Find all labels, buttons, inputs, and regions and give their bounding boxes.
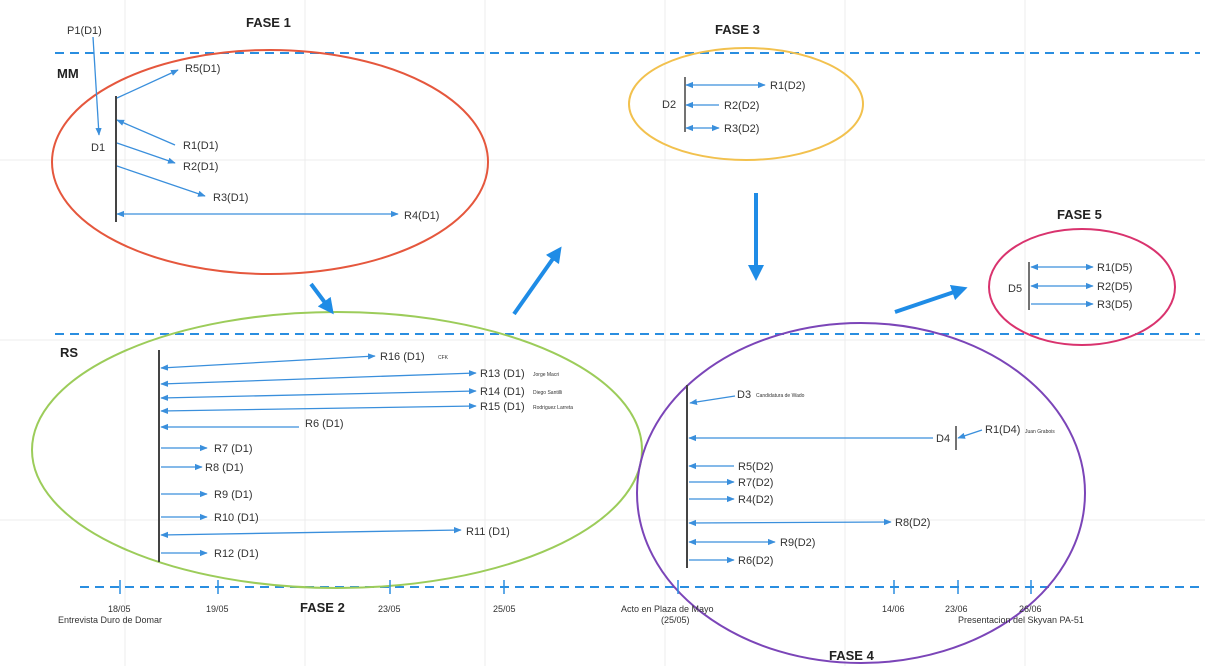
phase2-r15-label: R15 (D1) <box>480 401 525 413</box>
phase2-r13-note: Jorge Macri <box>533 372 559 378</box>
phase1-r2-arrow <box>116 142 176 164</box>
phase3-diagram <box>685 81 766 132</box>
lane-separators <box>55 52 1200 588</box>
transition-arrows <box>309 193 968 316</box>
tick-label-2305: 23/05 <box>378 604 401 614</box>
phase1-ellipse <box>51 49 489 275</box>
phase1-r1-arrow <box>116 119 176 146</box>
arrow-phase4-to-phase5 <box>894 284 968 314</box>
tick-label-2306: 23/06 <box>945 604 968 614</box>
arrow-phase1-to-phase2 <box>309 282 334 315</box>
phase2-r7-label: R7 (D1) <box>214 443 253 455</box>
phase1-r1-label: R1(D1) <box>183 140 218 152</box>
phase2-ellipse <box>31 311 643 589</box>
phase4-d3-label: D3 <box>737 389 751 401</box>
phase1-r2-label: R2(D1) <box>183 161 218 173</box>
phase2-r16-label: R16 (D1) <box>380 351 425 363</box>
phase4-r6-label: R6(D2) <box>738 555 773 567</box>
phase2-r13-label: R13 (D1) <box>480 368 525 380</box>
phase3-r1-label: R1(D2) <box>770 80 805 92</box>
phase4-diagram <box>688 395 983 564</box>
tick-label-entrevista: Entrevista Duro de Domar <box>58 615 162 625</box>
phase2-r14-note: Diego Santilli <box>533 390 562 396</box>
phase2-r6-label: R6 (D1) <box>305 418 344 430</box>
phase3-r2-label: R2(D2) <box>724 100 759 112</box>
phase4-r8-arrow <box>688 518 892 527</box>
phase1-r5-label: R5(D1) <box>185 63 220 75</box>
phase3-r3-label: R3(D2) <box>724 123 759 135</box>
tick-label-acto: Acto en Plaza de Mayo <box>621 604 714 614</box>
phase2-r11-label: R11 (D1) <box>466 526 510 538</box>
phase2-r16-note: CFK <box>438 355 449 361</box>
phase5-r1-label: R1(D5) <box>1097 262 1132 274</box>
phase2-r14-label: R14 (D1) <box>480 386 525 398</box>
arrow-phase2-to-phase3 <box>512 246 562 316</box>
tick-label-2505: 25/05 <box>493 604 516 614</box>
phase5-r2-label: R2(D5) <box>1097 281 1132 293</box>
phase3-title: FASE 3 <box>715 22 760 37</box>
phase2-title: FASE 2 <box>300 600 345 615</box>
phase4-ellipse <box>636 322 1086 664</box>
phase2-r8-label: R8 (D1) <box>205 462 244 474</box>
phase1-diagram <box>92 36 399 218</box>
tick-label-1406: 14/06 <box>882 604 905 614</box>
phase5-diagram <box>1030 263 1094 308</box>
phase4-r1d4-label: R1(D4) <box>985 424 1020 436</box>
tick-label-skyvan: Presentacion del Skyvan PA-51 <box>958 615 1084 625</box>
phase2-diagram <box>160 353 477 557</box>
phase1-r4-label: R4(D1) <box>404 210 439 222</box>
phase2-r15-arrow <box>160 402 477 415</box>
phase1-r5-arrow <box>116 69 179 99</box>
tick-label-1805: 18/05 <box>108 604 131 614</box>
phase5-r3-label: R3(D5) <box>1097 299 1132 311</box>
phase1-p1-label: P1(D1) <box>67 25 102 37</box>
phase3-d2-label: D2 <box>662 99 676 111</box>
phase1-p1-arrow <box>92 36 102 136</box>
phase4-r9-label: R9(D2) <box>780 537 815 549</box>
phase4-r1d4-arrow <box>957 429 983 439</box>
phase4-title: FASE 4 <box>829 648 875 663</box>
phase2-r16-arrow <box>160 353 376 371</box>
phase5-title: FASE 5 <box>1057 207 1102 222</box>
phase4-d4-label: D4 <box>936 433 950 445</box>
phase1-r3-arrow <box>116 165 206 197</box>
timeline-ticks <box>119 580 1032 594</box>
phase2-r12-label: R12 (D1) <box>214 548 259 560</box>
tick-label-1905: 19/05 <box>206 604 229 614</box>
phase2-r9-label: R9 (D1) <box>214 489 253 501</box>
phase4-d3-note: Candidatura de Wado <box>756 393 805 399</box>
phase1-title: FASE 1 <box>246 15 291 30</box>
phase1-d1-label: D1 <box>91 142 105 154</box>
phase4-r7-label: R7(D2) <box>738 477 773 489</box>
phase4-r1d4-note: Juan Grabois <box>1025 429 1055 435</box>
tick-label-2606: 26/06 <box>1019 604 1042 614</box>
phase2-r10-label: R10 (D1) <box>214 512 259 524</box>
phase3-ellipse <box>628 47 864 161</box>
phase5-d5-label: D5 <box>1008 283 1022 295</box>
phase2-r15-note: Rodriguez Larreta <box>533 405 573 411</box>
phase5-ellipse <box>988 228 1176 346</box>
phase4-r8-label: R8(D2) <box>895 517 930 529</box>
phase2-r11-arrow <box>160 526 462 539</box>
phase4-r5-label: R5(D2) <box>738 461 773 473</box>
lane-label-rs: RS <box>60 345 78 360</box>
phase2-r14-arrow <box>160 388 477 401</box>
phase1-r3-label: R3(D1) <box>213 192 248 204</box>
lane-label-mm: MM <box>57 66 79 81</box>
phase4-d3-arrow <box>689 395 736 406</box>
tick-label-acto-date: (25/05) <box>661 615 690 625</box>
phase4-r4-label: R4(D2) <box>738 494 773 506</box>
phase2-r13-arrow <box>160 370 477 387</box>
